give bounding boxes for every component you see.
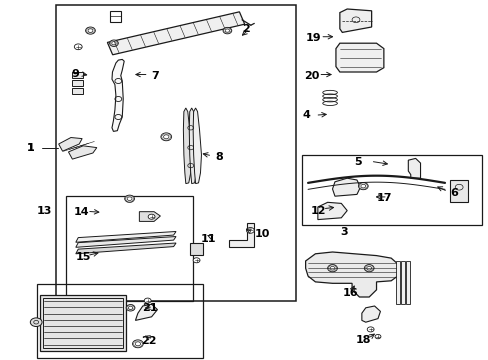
Polygon shape (76, 243, 176, 254)
Text: 22: 22 (141, 336, 156, 346)
Circle shape (163, 135, 169, 139)
Circle shape (161, 133, 171, 141)
Circle shape (128, 306, 133, 309)
Bar (189, 243, 203, 255)
Circle shape (360, 184, 365, 188)
Circle shape (327, 265, 337, 272)
Polygon shape (68, 146, 97, 159)
Circle shape (374, 334, 380, 339)
Circle shape (135, 342, 141, 346)
Text: 9: 9 (71, 69, 79, 79)
Circle shape (88, 29, 93, 32)
Text: 5: 5 (354, 157, 362, 167)
Text: 7: 7 (151, 71, 159, 81)
Polygon shape (139, 212, 160, 221)
Text: 1: 1 (27, 143, 35, 153)
Bar (449, 180, 468, 202)
Circle shape (246, 228, 254, 233)
Text: 14: 14 (73, 207, 89, 217)
Text: 2: 2 (242, 24, 249, 34)
Bar (395, 261, 399, 304)
Polygon shape (361, 306, 380, 322)
Circle shape (329, 266, 334, 270)
Circle shape (148, 214, 155, 219)
Polygon shape (76, 237, 176, 247)
Text: 15: 15 (76, 252, 91, 262)
Text: 20: 20 (304, 71, 319, 81)
Text: 3: 3 (339, 227, 347, 237)
Text: 1: 1 (27, 143, 35, 153)
Circle shape (74, 44, 82, 50)
Polygon shape (332, 178, 360, 196)
Text: 10: 10 (254, 229, 269, 239)
Polygon shape (112, 59, 124, 131)
Bar (72, 72, 83, 78)
Polygon shape (317, 202, 346, 220)
Circle shape (30, 318, 42, 327)
Polygon shape (135, 304, 157, 320)
Circle shape (85, 27, 95, 34)
Bar (56, 5, 295, 301)
Polygon shape (59, 138, 82, 151)
Bar (43, 298, 122, 348)
Polygon shape (189, 108, 197, 184)
Circle shape (358, 183, 367, 190)
Text: 16: 16 (342, 288, 357, 298)
Text: 4: 4 (302, 110, 309, 120)
Text: 21: 21 (142, 303, 157, 313)
Polygon shape (339, 9, 371, 32)
Polygon shape (193, 108, 201, 184)
Circle shape (224, 29, 229, 32)
Circle shape (132, 340, 143, 348)
Circle shape (127, 197, 132, 201)
Bar (72, 88, 83, 94)
Bar (72, 80, 83, 86)
Polygon shape (407, 158, 420, 178)
Text: 12: 12 (310, 206, 325, 216)
Polygon shape (228, 223, 254, 247)
Circle shape (126, 305, 135, 311)
Circle shape (124, 195, 134, 202)
Polygon shape (305, 252, 398, 297)
Bar (405, 261, 409, 304)
Text: 17: 17 (376, 193, 391, 203)
Text: 18: 18 (355, 335, 371, 345)
Circle shape (364, 265, 373, 272)
Polygon shape (335, 43, 383, 72)
Text: 13: 13 (37, 206, 52, 216)
Circle shape (366, 266, 371, 270)
Bar (302, 155, 481, 225)
Bar (110, 11, 121, 22)
Bar (37, 284, 203, 358)
Polygon shape (76, 231, 176, 242)
Text: 19: 19 (305, 33, 321, 43)
Polygon shape (107, 12, 244, 55)
Circle shape (109, 40, 118, 46)
Bar (66, 196, 193, 301)
Polygon shape (183, 108, 191, 184)
Text: 6: 6 (449, 188, 457, 198)
Circle shape (366, 327, 373, 332)
Circle shape (111, 41, 116, 45)
Text: 8: 8 (215, 152, 223, 162)
Bar (400, 261, 404, 304)
Circle shape (223, 27, 231, 34)
Circle shape (193, 258, 200, 263)
Bar (40, 295, 125, 351)
Text: 11: 11 (200, 234, 216, 244)
Circle shape (144, 298, 151, 303)
